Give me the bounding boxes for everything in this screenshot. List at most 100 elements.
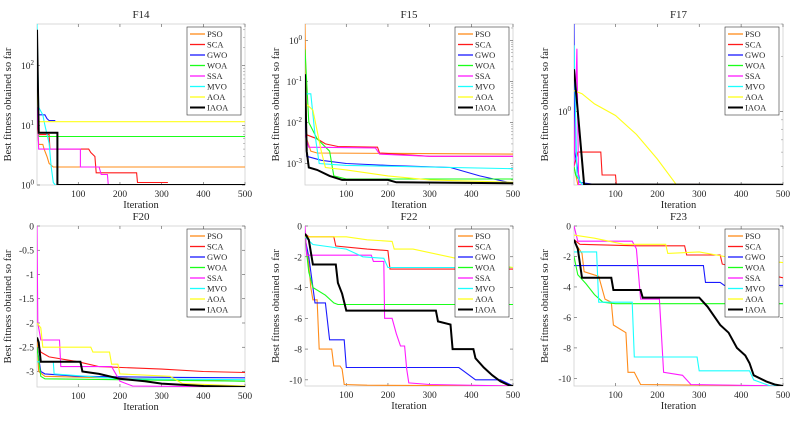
legend-label-pso: PSO [475, 231, 491, 241]
y-tick-label: -10 [289, 376, 302, 386]
subplot-f17: F17 100 200 300 400 500 100 Iteration Best fitne… [540, 9, 790, 211]
legend-label-iaoa: IAOA [475, 103, 497, 113]
chart-title: F20 [132, 211, 150, 223]
series-line-pso [37, 120, 245, 168]
legend-label-woa: WOA [475, 61, 496, 71]
subplot-f22: F22 100 200 300 400 500 0 -2 -4 -6 -8 -10 Iteration B… [271, 211, 520, 412]
legend-label-ssa: SSA [475, 273, 491, 283]
y-axis-label: Best fitness obtained so far [3, 249, 14, 363]
legend-label-mvo: MVO [207, 82, 227, 92]
y-axis-label: Best fitness obtained so far [271, 47, 282, 161]
legend-label-woa: WOA [745, 61, 766, 71]
x-tick-label: 500 [238, 392, 253, 402]
chart-title: F23 [670, 211, 688, 223]
series-line-woa [305, 238, 513, 306]
y-tick-label: -1.5 [19, 295, 34, 305]
y-tick-label: 100 [21, 179, 35, 192]
series-line-sca [37, 125, 168, 184]
legend-label-aoa: AOA [475, 294, 494, 304]
legend-box [186, 26, 242, 116]
legend-label-gwo: GWO [475, 252, 495, 262]
y-tick-label: 10-1 [287, 75, 303, 88]
x-tick-label: 500 [506, 391, 521, 401]
legend-label-aoa: AOA [207, 92, 226, 102]
x-tick-label: 200 [381, 190, 396, 200]
y-tick-label: -3 [26, 368, 34, 378]
legend-label-pso: PSO [475, 29, 491, 39]
y-tick-label: -8 [563, 344, 571, 354]
legend-label-sca: SCA [207, 40, 224, 50]
x-tick-label: 200 [650, 190, 665, 200]
series-line-iaoa [574, 69, 783, 185]
x-tick-label: 300 [155, 190, 170, 200]
y-tick-label: -6 [294, 315, 302, 325]
series-line-iaoa [37, 337, 245, 387]
legend-label-iaoa: IAOA [207, 103, 229, 113]
x-tick-label: 500 [506, 190, 521, 200]
x-tick-label: 300 [155, 392, 170, 402]
x-tick-label: 500 [776, 190, 791, 200]
x-tick-label: 300 [423, 190, 438, 200]
series-line-ssa [37, 107, 116, 185]
legend-label-gwo: GWO [207, 252, 227, 262]
y-tick-label: -6 [563, 314, 571, 324]
chart-title: F15 [400, 9, 418, 21]
x-tick-label: 500 [238, 190, 253, 200]
y-tick-label: -2 [563, 253, 571, 263]
legend-label-woa: WOA [207, 263, 228, 273]
legend-label-pso: PSO [207, 231, 223, 241]
series-group [37, 24, 245, 185]
subplot-f14: F14 100 200 300 400 500 100 101 102 Iteration Best… [3, 9, 252, 211]
series-line-iaoa [37, 29, 245, 185]
legend-label-iaoa: IAOA [207, 305, 229, 315]
series-line-mvo [37, 24, 245, 185]
subplot-f15: F15 100 200 300 400 500 10-3 10-2 10-1 100 Iterati… [271, 9, 520, 211]
x-tick-label: 400 [464, 190, 479, 200]
y-tick-label: 10-3 [287, 157, 303, 170]
legend-label-iaoa: IAOA [745, 103, 767, 113]
series-line-aoa [574, 90, 783, 185]
legend-label-gwo: GWO [745, 252, 765, 262]
y-tick-label: -1 [26, 271, 34, 281]
series-line-iaoa [305, 233, 513, 386]
x-tick-label: 400 [734, 190, 749, 200]
x-axis-label: Iteration [123, 200, 159, 211]
legend-label-pso: PSO [207, 29, 223, 39]
legend-box [454, 228, 510, 318]
series-line-pso [574, 240, 783, 386]
y-axis-label: Best fitness obtained so far [3, 47, 14, 161]
y-tick-label: -2 [294, 253, 302, 263]
legend-label-mvo: MVO [207, 284, 227, 294]
y-tick-label: -0.5 [19, 247, 34, 257]
legend-label-mvo: MVO [745, 284, 765, 294]
x-tick-label: 200 [650, 391, 665, 401]
legend-label-ssa: SSA [207, 273, 223, 283]
chart-title: F22 [400, 211, 417, 223]
legend-label-aoa: AOA [475, 92, 494, 102]
legend-box [454, 26, 510, 116]
legend-label-woa: WOA [745, 263, 766, 273]
y-tick-label: -2 [26, 319, 34, 329]
legend-label-ssa: SSA [207, 71, 223, 81]
series-line-mvo [305, 93, 513, 170]
series-group [305, 24, 513, 185]
x-tick-label: 100 [608, 190, 623, 200]
legend-label-sca: SCA [475, 242, 492, 252]
series-group [574, 24, 783, 185]
legend-label-aoa: AOA [745, 92, 764, 102]
series-line-ssa [37, 226, 245, 387]
x-tick-label: 400 [464, 391, 479, 401]
series-line-ssa [574, 226, 783, 386]
y-tick-label: 10-2 [287, 116, 303, 129]
legend-label-sca: SCA [745, 242, 762, 252]
series-line-aoa [305, 236, 513, 269]
legend-label-iaoa: IAOA [745, 305, 767, 315]
legend-label-pso: PSO [745, 231, 761, 241]
series-line-sca [574, 239, 783, 279]
legend-box [186, 228, 242, 318]
series-line-woa [37, 347, 245, 382]
y-tick-label: -4 [563, 283, 571, 293]
